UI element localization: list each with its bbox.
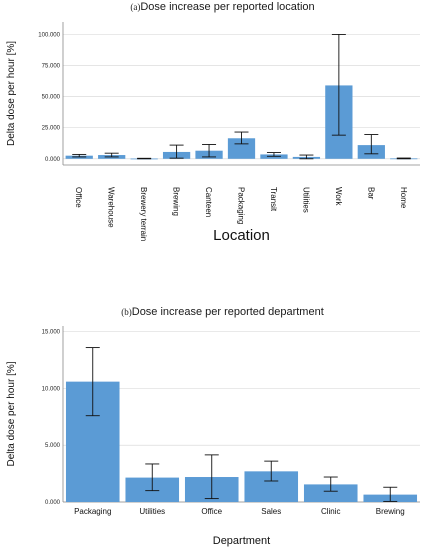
y-tick-label: 5.000 bbox=[45, 443, 61, 449]
bar bbox=[303, 484, 358, 502]
x-tick-label: Brewing bbox=[376, 507, 405, 516]
chart-title-department: (b)Dose increase per reported department bbox=[0, 306, 445, 318]
x-tick-label: Clinic bbox=[321, 507, 341, 516]
y-tick-label: 25.000 bbox=[42, 126, 61, 132]
x-axis-label: Department bbox=[213, 535, 270, 547]
bar-chart-location: 0.000 25.000 50.000 75.000 100.000 Office Ware… bbox=[6, 22, 420, 244]
y-tick-label: 0.000 bbox=[45, 157, 61, 163]
chart-title-prefix: (a) bbox=[130, 2, 141, 12]
x-tick-label: Home bbox=[399, 187, 408, 209]
y-tick-label: 50.000 bbox=[42, 95, 61, 101]
y-tick-label: 100.000 bbox=[38, 32, 60, 38]
y-axis-label: Delta dose per hour [%] bbox=[6, 361, 17, 466]
x-axis-label: Location bbox=[213, 227, 270, 244]
y-tick-label: 10.000 bbox=[42, 386, 61, 392]
x-tick-label: Utilities bbox=[139, 507, 165, 516]
x-tick-label: Office bbox=[201, 507, 222, 516]
bar bbox=[227, 138, 256, 159]
chart-title-text: Dose increase per reported department bbox=[131, 306, 324, 318]
x-tick-label: Packaging bbox=[237, 187, 246, 224]
x-tick-label: Canteen bbox=[204, 187, 213, 217]
x-tick-label: Transit bbox=[269, 187, 278, 212]
chart-panel-department: (b)Dose increase per reported department… bbox=[0, 296, 445, 550]
y-tick-label: 15.000 bbox=[42, 330, 61, 336]
chart-panel-location: (a)Dose increase per reported location 0… bbox=[0, 0, 445, 265]
bar-chart-department: 0.000 5.000 10.000 15.000 Packaging Utilities… bbox=[6, 326, 420, 547]
x-tick-label: Bar bbox=[366, 187, 375, 200]
x-tick-label: Work bbox=[334, 187, 343, 207]
x-tick-label: Packaging bbox=[74, 507, 111, 516]
chart-title-text: Dose increase per reported location bbox=[140, 1, 315, 13]
x-tick-label: Brewery terrain bbox=[139, 187, 148, 241]
x-tick-label: Utilities bbox=[301, 187, 310, 213]
x-tick-label: Warehouse bbox=[107, 187, 116, 228]
x-tick-label: Brewing bbox=[172, 187, 181, 216]
y-tick-label: 75.000 bbox=[42, 64, 61, 70]
x-tick-label: Sales bbox=[261, 507, 281, 516]
y-axis-label: Delta dose per hour [%] bbox=[6, 41, 17, 146]
chart-title-location: (a)Dose increase per reported location bbox=[0, 1, 445, 13]
x-tick-label: Office bbox=[74, 187, 83, 208]
y-tick-label: 0.000 bbox=[45, 500, 61, 506]
chart-title-prefix: (b) bbox=[121, 307, 132, 317]
